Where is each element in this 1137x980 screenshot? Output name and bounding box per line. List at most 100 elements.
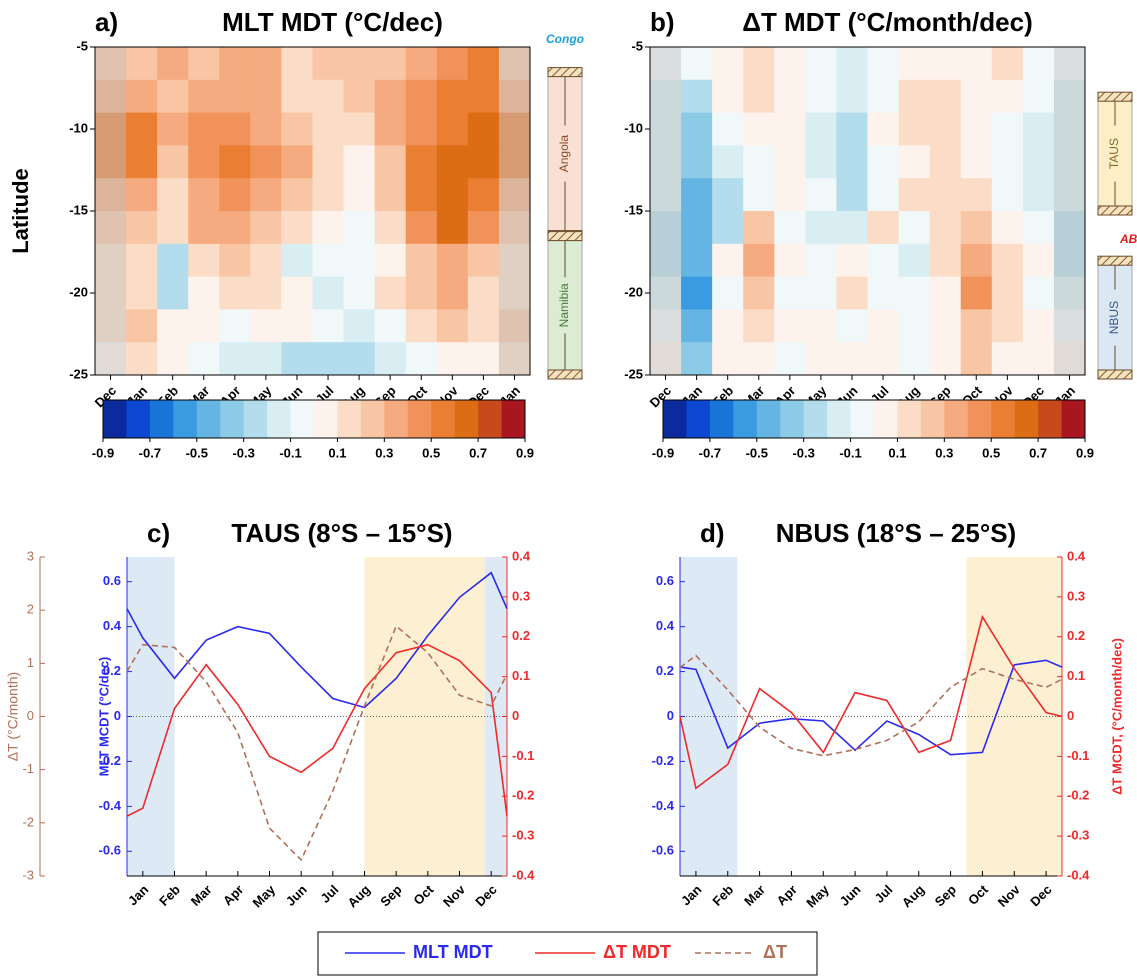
heat-cell: [1022, 178, 1055, 212]
heat-cell: [774, 211, 806, 245]
heat-cell: [743, 342, 775, 376]
region-cap: [547, 369, 583, 380]
heat-cell: [991, 243, 1024, 278]
chart-title: TAUS (8°S – 15°S): [231, 518, 452, 548]
heat-cell: [929, 309, 962, 343]
y-tick-label: -15: [624, 202, 643, 217]
heat-cell: [374, 243, 407, 278]
heat-cell: [712, 145, 744, 179]
heat-cell: [1022, 47, 1055, 81]
annotation: ABF: [1119, 232, 1137, 246]
heat-cell: [95, 243, 127, 278]
colorbar-tick-label: -0.9: [652, 445, 674, 460]
colorbar-swatch: [220, 400, 245, 438]
colorbar-tick-label: -0.5: [746, 445, 768, 460]
chart-title: NBUS (18°S – 25°S): [776, 518, 1016, 548]
heat-cell: [867, 112, 900, 146]
y2-tick-label: 0: [512, 708, 519, 723]
heat-cell: [405, 243, 438, 278]
y3-tick-label: -1: [22, 761, 34, 776]
region-label-bg: [557, 277, 573, 334]
x-tick-label: Jan: [678, 882, 704, 908]
heat-cell: [126, 178, 158, 212]
heat-cell: [188, 178, 220, 212]
heat-cell: [836, 342, 868, 376]
heat-cell: [805, 47, 837, 81]
y2-tick-label: 0.2: [1067, 628, 1085, 643]
y-tick-label: -0.2: [99, 753, 121, 768]
heat-cell: [126, 211, 158, 245]
y-tick-label: -0.4: [99, 798, 122, 813]
heat-cell: [219, 79, 251, 114]
colorbar-tick-label: -0.9: [92, 445, 114, 460]
colorbar-swatch: [431, 400, 456, 438]
heat-cell: [374, 342, 407, 376]
heat-cell: [743, 309, 775, 343]
x-tick-label: Apr: [774, 882, 800, 908]
colorbar-tick-label: 0.5: [422, 445, 440, 460]
heat-cell: [126, 47, 158, 81]
y-tick-label: 0: [667, 708, 674, 723]
region-cap: [547, 67, 583, 78]
chart-title: ΔT MDT (°C/month/dec): [742, 7, 1033, 37]
heat-cell: [898, 178, 931, 212]
colorbar-swatch: [709, 400, 734, 438]
colorbar-frame: [102, 399, 526, 439]
heat-cell: [343, 309, 376, 343]
heat-cell: [436, 276, 469, 310]
y2-tick-label: 0.4: [1067, 548, 1086, 563]
heat-cell: [405, 211, 438, 245]
annotation: Congo: [546, 32, 584, 46]
heat-cell: [774, 342, 806, 376]
heat-cell: [898, 243, 931, 278]
colorbar-swatch: [173, 400, 198, 438]
heat-cell: [498, 145, 531, 179]
region-label: Angola: [557, 135, 571, 173]
heat-cell: [281, 145, 313, 179]
x-tick-label: Feb: [709, 882, 736, 909]
heat-cell: [774, 47, 806, 81]
heat-cell: [219, 342, 251, 376]
heat-cell: [960, 276, 993, 310]
legend-label: ΔT: [763, 942, 787, 962]
heat-cell: [219, 276, 251, 310]
heat-cell: [743, 211, 775, 245]
y2-tick-label: -0.3: [512, 828, 534, 843]
heat-cell: [281, 178, 313, 212]
heat-cell: [188, 342, 220, 376]
y2-tick-label: -0.2: [1067, 788, 1089, 803]
heat-cell: [960, 47, 993, 81]
heat-cell: [712, 243, 744, 278]
y-tick-label: -5: [76, 38, 88, 53]
y2-tick-label: 0.1: [512, 668, 530, 683]
colorbar-swatch: [501, 400, 526, 438]
colorbar-tick-label: -0.7: [699, 445, 721, 460]
heat-cell: [405, 145, 438, 179]
heat-cell: [95, 112, 127, 146]
heat-cell: [960, 342, 993, 376]
x-tick-label: Sep: [932, 882, 960, 910]
colorbar-swatch: [1038, 400, 1062, 438]
colorbar-swatch: [454, 400, 479, 438]
heat-cell: [219, 178, 251, 212]
y3-tick-label: 1: [27, 655, 34, 670]
colorbar-tick-label: -0.3: [232, 445, 254, 460]
heat-cell: [1022, 79, 1055, 114]
heat-cell: [650, 243, 682, 278]
heat-cell: [774, 309, 806, 343]
heat-cell: [126, 145, 158, 179]
heat-cell: [1053, 79, 1086, 114]
heat-cell: [126, 79, 158, 114]
heat-cell: [498, 178, 531, 212]
colorbar-swatch: [850, 400, 875, 438]
series-line: [679, 654, 1063, 757]
region-label-bg: [1107, 289, 1123, 346]
heat-cell: [991, 211, 1024, 245]
heat-cell: [1053, 178, 1086, 212]
y-tick-label: -25: [624, 366, 643, 381]
heat-cell: [712, 178, 744, 212]
colorbar-tick-label: 0.9: [1076, 445, 1094, 460]
heat-cell: [774, 145, 806, 179]
heat-cell: [467, 309, 500, 343]
region-label: NBUS: [1107, 301, 1121, 334]
